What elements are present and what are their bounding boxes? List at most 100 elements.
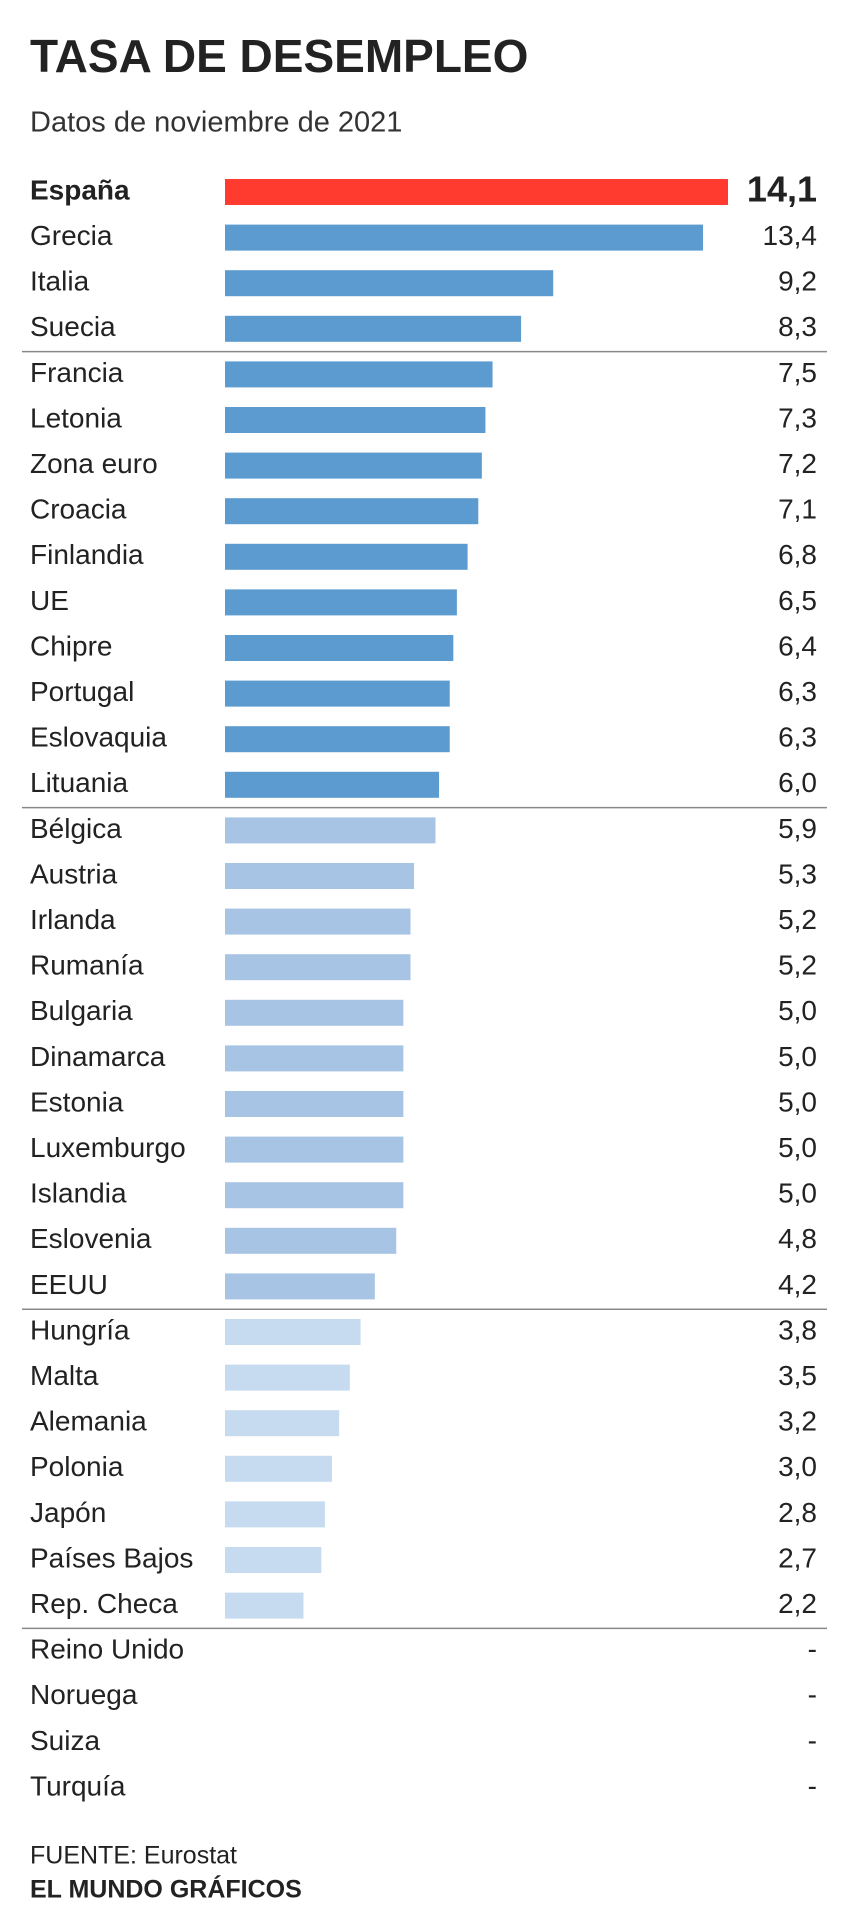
category-label: Suiza [30, 1725, 100, 1756]
category-label: Luxemburgo [30, 1132, 186, 1163]
category-label: Irlanda [30, 904, 116, 935]
category-label: Bélgica [30, 813, 122, 844]
category-label: Hungría [30, 1314, 130, 1345]
value-label: 5,0 [778, 1178, 817, 1209]
bar [225, 817, 436, 844]
category-label: Bulgaria [30, 995, 133, 1026]
bar [225, 1410, 340, 1437]
value-label: - [808, 1679, 817, 1710]
category-label: Turquía [30, 1770, 126, 1801]
value-label: 6,0 [778, 767, 817, 798]
category-label: Portugal [30, 676, 134, 707]
bar [225, 1319, 361, 1345]
category-label: Alemania [30, 1406, 147, 1437]
value-label: 6,5 [778, 585, 817, 616]
value-label: 9,2 [778, 266, 817, 297]
bar [225, 452, 482, 479]
category-label: Grecia [30, 220, 113, 251]
bar [225, 361, 493, 388]
bar [225, 1273, 375, 1300]
value-label: 4,8 [778, 1223, 817, 1254]
bar [225, 224, 704, 251]
value-label: 7,2 [778, 448, 817, 479]
bar [225, 1455, 333, 1482]
value-label: 2,8 [778, 1497, 817, 1528]
category-label: Rep. Checa [30, 1588, 178, 1619]
chart-subtitle: Datos de noviembre de 2021 [30, 107, 402, 139]
bar [225, 954, 411, 981]
value-label: 7,1 [778, 494, 817, 525]
category-label: España [30, 174, 130, 205]
category-label: Noruega [30, 1679, 138, 1710]
value-label: 5,3 [778, 858, 817, 889]
value-label: - [808, 1725, 817, 1756]
bar [225, 315, 522, 342]
bar [225, 863, 415, 889]
value-label: 3,0 [778, 1451, 817, 1482]
category-label: Lituania [30, 767, 129, 798]
category-label: Japón [30, 1497, 106, 1528]
value-label: 5,9 [778, 813, 817, 844]
source: FUENTE: Eurostat [30, 1842, 237, 1870]
value-label: 5,0 [778, 995, 817, 1026]
bar [225, 1227, 397, 1254]
category-label: Finlandia [30, 539, 144, 570]
bar [225, 1501, 325, 1528]
value-label: 2,7 [778, 1542, 817, 1573]
category-label: EEUU [30, 1269, 108, 1300]
bar [225, 589, 457, 616]
value-label: 5,0 [778, 1132, 817, 1163]
category-label: Eslovaquia [30, 722, 167, 753]
category-label: Países Bajos [30, 1542, 193, 1573]
bar [225, 771, 440, 798]
category-label: Reino Unido [30, 1634, 184, 1665]
category-label: Estonia [30, 1086, 124, 1117]
category-label: Zona euro [30, 448, 158, 479]
bar [225, 1091, 404, 1117]
value-label: 14,1 [747, 169, 817, 210]
category-label: Malta [30, 1360, 99, 1391]
bar [225, 498, 479, 525]
category-label: Austria [30, 858, 118, 889]
value-label: 4,2 [778, 1269, 817, 1300]
credit: EL MUNDO GRÁFICOS [30, 1875, 302, 1904]
bar [225, 1547, 322, 1573]
category-label: Croacia [30, 494, 127, 525]
value-label: 3,5 [778, 1360, 817, 1391]
value-label: - [808, 1770, 817, 1801]
value-label: 5,0 [778, 1086, 817, 1117]
category-label: Letonia [30, 402, 122, 433]
value-label: 2,2 [778, 1588, 817, 1619]
value-label: 3,2 [778, 1406, 817, 1437]
bar [225, 908, 411, 935]
value-label: - [808, 1634, 817, 1665]
bar [225, 270, 554, 297]
category-label: Chipre [30, 630, 112, 661]
category-label: Francia [30, 357, 124, 388]
value-label: 7,3 [778, 402, 817, 433]
value-label: 6,3 [778, 722, 817, 753]
category-label: Italia [30, 266, 90, 297]
value-label: 5,0 [778, 1041, 817, 1072]
bar [225, 1592, 304, 1619]
value-label: 5,2 [778, 904, 817, 935]
category-label: Islandia [30, 1178, 127, 1209]
bar [225, 680, 450, 707]
category-label: Dinamarca [30, 1041, 166, 1072]
value-label: 6,3 [778, 676, 817, 707]
category-label: Suecia [30, 311, 116, 342]
value-label: 13,4 [763, 220, 818, 251]
bar [225, 179, 728, 205]
category-label: Polonia [30, 1451, 124, 1482]
bar [225, 1364, 350, 1391]
bar [225, 1045, 404, 1072]
value-label: 5,2 [778, 950, 817, 981]
value-label: 7,5 [778, 357, 817, 388]
bar [225, 999, 404, 1026]
value-label: 8,3 [778, 311, 817, 342]
chart-title: TASA DE DESEMPLEO [30, 30, 528, 82]
bar [225, 1182, 404, 1209]
category-label: UE [30, 585, 69, 616]
value-label: 3,8 [778, 1314, 817, 1345]
